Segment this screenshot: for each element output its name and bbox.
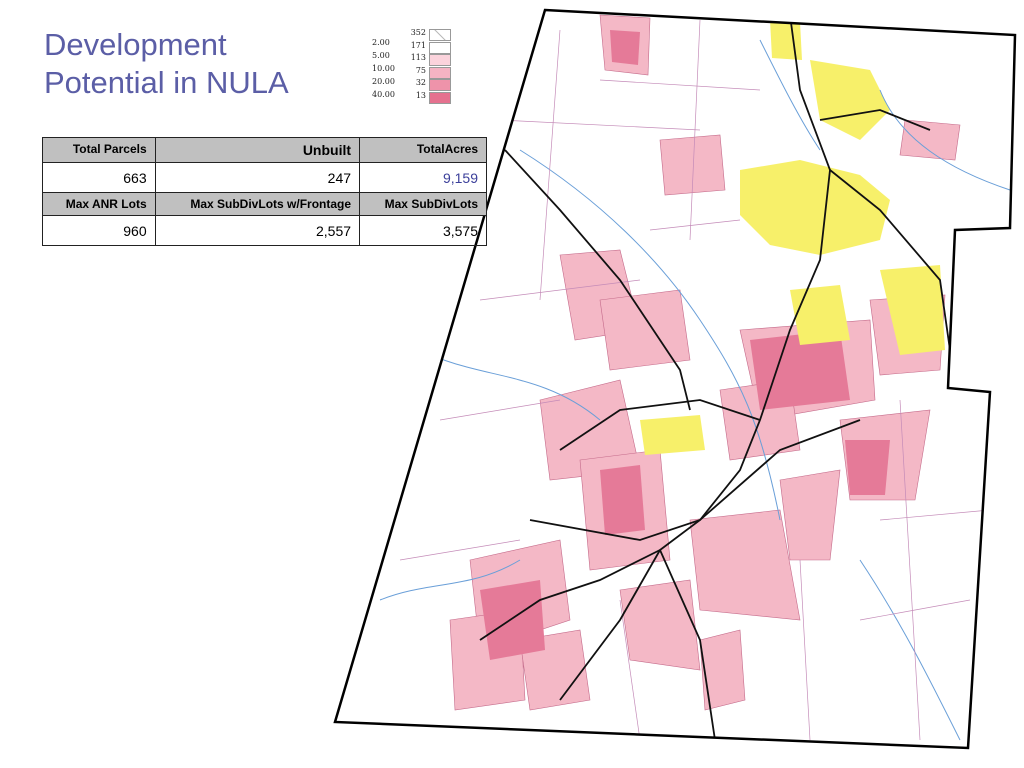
header-row: Total Parcels Unbuilt TotalAcres	[42, 137, 487, 163]
value-cell: 663	[42, 162, 156, 193]
legend-threshold: 40.00	[372, 90, 395, 99]
legend-swatch	[429, 79, 451, 91]
summary-table: Total Parcels Unbuilt TotalAcres 663 247 9,15…	[42, 137, 487, 246]
header-cell: Max SubDivLots w/Frontage	[154, 192, 361, 216]
legend-count: 75	[415, 65, 426, 75]
header-cell: Max SubDivLots	[359, 192, 487, 216]
legend-count: 13	[415, 90, 426, 100]
legend-count: 113	[410, 53, 426, 62]
legend-threshold: 20.00	[372, 77, 395, 86]
legend-swatch	[429, 66, 451, 79]
parcel-lines	[399, 19, 991, 741]
map-boundary	[333, 8, 1017, 750]
value-cell: 2,557	[154, 215, 361, 246]
legend-threshold: 5.00	[372, 51, 390, 60]
header-cell: Unbuilt	[154, 137, 361, 163]
value-cell: 9,159	[359, 162, 487, 193]
header-cell: Total Parcels	[42, 137, 156, 163]
value-row: 960 2,557 3,575	[42, 215, 487, 246]
map-body	[335, 10, 1015, 748]
legend-count: 352	[410, 28, 426, 37]
developed-areas	[640, 20, 945, 455]
legend-swatch	[429, 41, 451, 54]
legend-swatch	[429, 29, 451, 41]
header-cell: Max ANR Lots	[42, 192, 156, 216]
streams	[379, 39, 1011, 741]
legend-count: 171	[410, 40, 426, 50]
header-row: Max ANR Lots Max SubDivLots w/Frontage Max…	[42, 192, 487, 216]
legend-threshold: 10.00	[372, 64, 395, 73]
roads	[479, 14, 951, 741]
table-body: Total Parcels Unbuilt TotalAcres 663 247 9,15…	[42, 137, 487, 246]
title: Development Potential in NULA	[44, 27, 289, 100]
value-cell: 247	[154, 162, 361, 193]
value-cell: 3,575	[359, 215, 487, 246]
legend-swatch	[429, 54, 451, 66]
legend: 2.00 5.00 10.00 20.00 40.00 352 171 113 75 32 13	[366, 28, 466, 108]
value-row: 663 247 9,159	[42, 162, 487, 193]
header-cell: TotalAcres	[359, 137, 487, 163]
value-cell: 960	[42, 215, 156, 246]
legend-swatch	[429, 91, 451, 104]
dense-parcels	[480, 30, 890, 660]
legend-count: 32	[415, 78, 426, 87]
legend-threshold: 2.00	[372, 38, 390, 47]
